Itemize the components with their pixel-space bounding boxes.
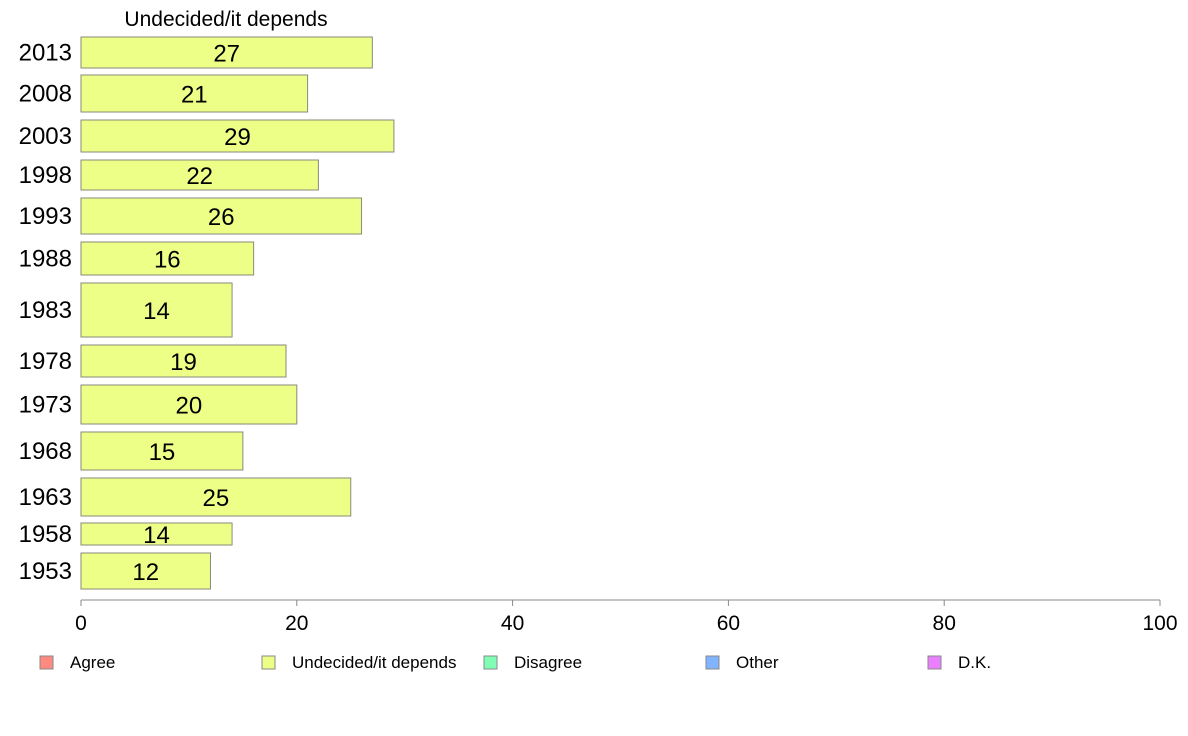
bar bbox=[80, 522, 233, 546]
bar-value-label: 26 bbox=[208, 204, 235, 231]
bar-value-label: 22 bbox=[186, 163, 213, 190]
bar-value-label: 19 bbox=[170, 349, 197, 376]
bar bbox=[80, 197, 363, 235]
legend-swatch bbox=[261, 655, 276, 670]
bar bbox=[80, 552, 211, 590]
x-tick-label: 0 bbox=[75, 612, 87, 635]
legend-swatch bbox=[39, 655, 54, 670]
bar bbox=[80, 477, 352, 517]
x-tick-label: 100 bbox=[1142, 612, 1177, 635]
y-tick-label: 1973 bbox=[19, 392, 72, 419]
legend: Agree Undecided/it depends Disagree Other D.… bbox=[39, 653, 991, 672]
bar bbox=[80, 344, 287, 378]
legend-swatch bbox=[927, 655, 942, 670]
y-tick-label: 2013 bbox=[19, 40, 72, 67]
bar-value-label: 25 bbox=[203, 485, 230, 512]
y-tick-label: 1983 bbox=[19, 297, 72, 324]
bar-value-label: 21 bbox=[181, 82, 208, 109]
legend-swatch bbox=[483, 655, 498, 670]
bar-value-label: 15 bbox=[149, 439, 176, 466]
x-tick-label: 60 bbox=[717, 612, 740, 635]
legend-label: D.K. bbox=[958, 653, 991, 672]
y-tick-label: 1968 bbox=[19, 438, 72, 465]
y-tick-label: 1958 bbox=[19, 521, 72, 548]
legend-label: Undecided/it depends bbox=[292, 653, 456, 672]
bar-value-label: 14 bbox=[143, 522, 170, 549]
bar-value-label: 12 bbox=[132, 559, 159, 586]
y-tick-label: 1998 bbox=[19, 162, 72, 189]
bar-value-label: 14 bbox=[143, 298, 170, 325]
bar bbox=[80, 159, 319, 191]
y-tick-label: 2003 bbox=[19, 123, 72, 150]
y-tick-label: 1978 bbox=[19, 348, 72, 375]
bar bbox=[80, 36, 373, 69]
bars-group: 2013 27 2008 21 2003 29 1998 22 1993 26 1988 16 1983… bbox=[19, 36, 395, 590]
bar-value-label: 27 bbox=[213, 41, 240, 68]
bar-value-label: 29 bbox=[224, 124, 251, 151]
legend-label: Disagree bbox=[514, 653, 582, 672]
bar bbox=[80, 282, 233, 338]
x-axis: 0 20 40 60 80 100 bbox=[75, 599, 1178, 635]
bar-value-label: 16 bbox=[154, 247, 181, 274]
bar-value-label: 20 bbox=[176, 393, 203, 420]
bar bbox=[80, 384, 298, 425]
y-tick-label: 1963 bbox=[19, 484, 72, 511]
legend-label: Agree bbox=[70, 653, 115, 672]
bar bbox=[80, 241, 255, 276]
legend-swatch bbox=[705, 655, 720, 670]
y-tick-label: 1993 bbox=[19, 203, 72, 230]
y-tick-label: 2008 bbox=[19, 81, 72, 108]
bar bbox=[80, 74, 309, 113]
x-tick-label: 80 bbox=[933, 612, 956, 635]
y-tick-label: 1988 bbox=[19, 246, 72, 273]
legend-label: Other bbox=[736, 653, 779, 672]
chart-title: Undecided/it depends bbox=[124, 8, 327, 31]
bar bbox=[80, 119, 395, 153]
y-tick-label: 1953 bbox=[19, 558, 72, 585]
bar bbox=[80, 431, 244, 471]
x-tick-label: 40 bbox=[501, 612, 524, 635]
x-tick-label: 20 bbox=[285, 612, 308, 635]
